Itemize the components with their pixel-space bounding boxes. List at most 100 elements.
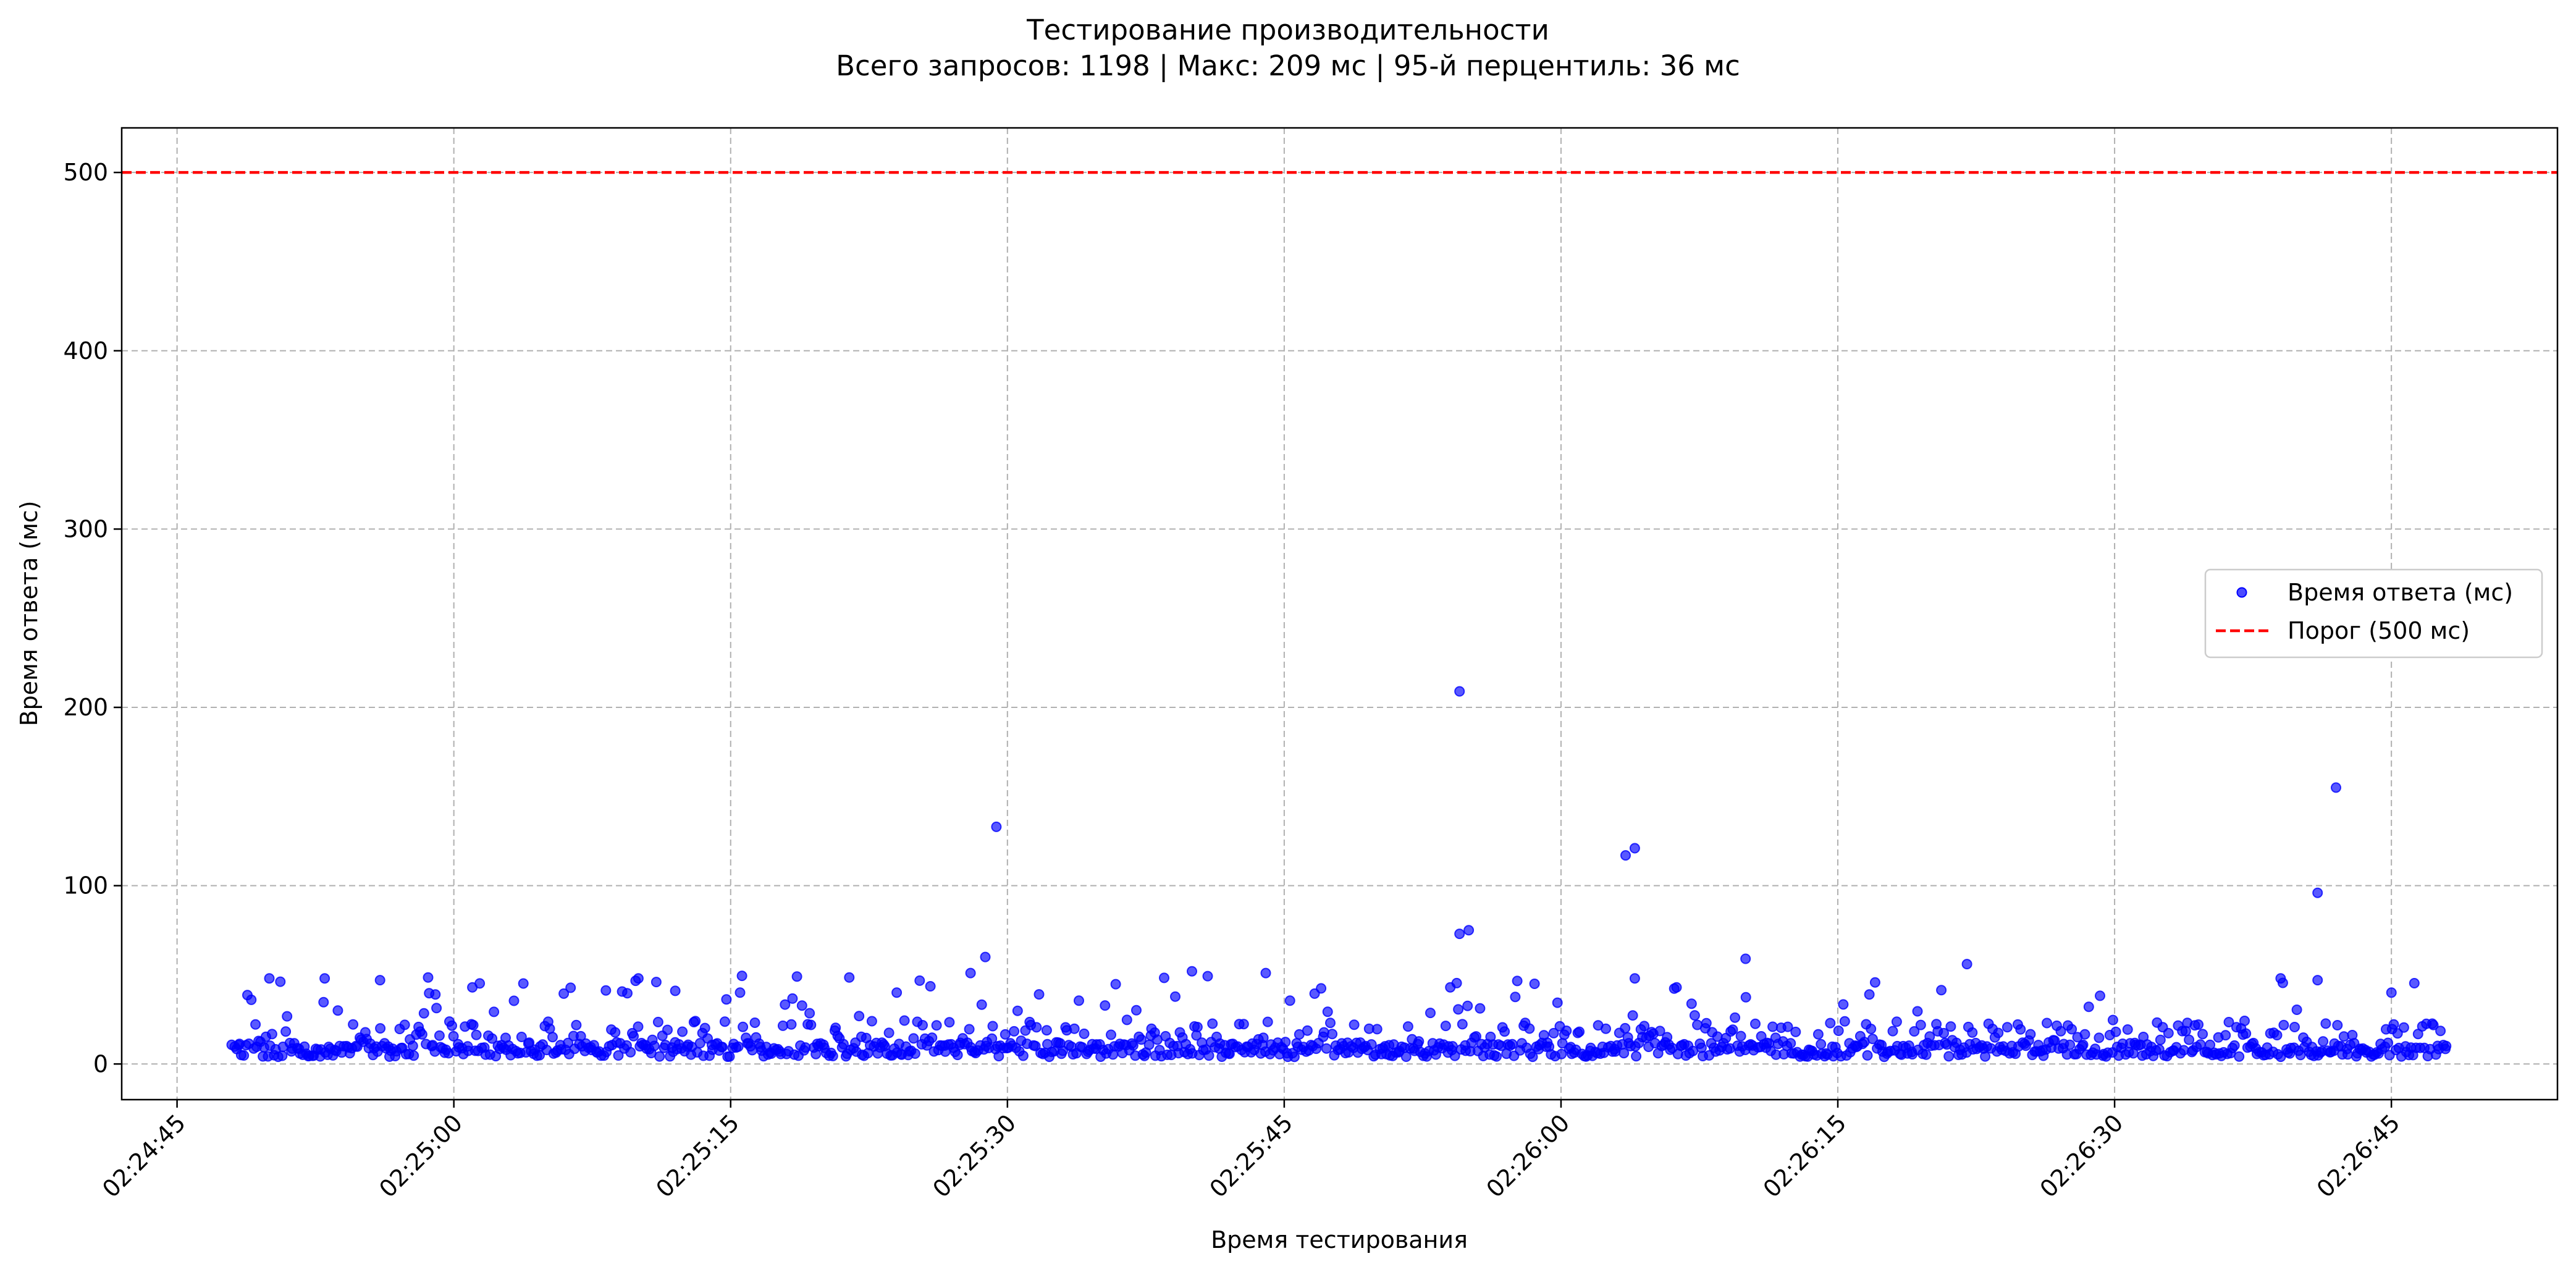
response-point: [2001, 1022, 2013, 1033]
response-point: [563, 1037, 573, 1048]
response-point: [1639, 1021, 1650, 1032]
response-point: [993, 1051, 1004, 1062]
response-point: [1735, 1030, 1746, 1042]
x-tick-label: 02:24:45: [97, 1109, 191, 1203]
response-point: [883, 1027, 894, 1038]
response-point: [733, 1041, 744, 1052]
response-point: [1833, 1026, 1844, 1036]
response-point: [1302, 1025, 1313, 1036]
response-point: [1782, 1021, 1793, 1032]
response-point: [2241, 1028, 2252, 1039]
response-point: [780, 999, 791, 1010]
response-point: [987, 1033, 998, 1044]
response-point: [610, 1027, 621, 1038]
response-point: [1785, 1038, 1796, 1049]
response-point: [1187, 966, 1197, 977]
response-point: [2441, 1040, 2452, 1051]
response-point: [2398, 1022, 2409, 1033]
response-point: [565, 982, 576, 993]
x-tick-label: 02:26:00: [1481, 1109, 1575, 1203]
response-point: [925, 981, 936, 992]
response-point: [575, 1030, 586, 1042]
response-point: [508, 995, 520, 1006]
legend: Время ответа (мс) Порог (500 мс): [2204, 568, 2543, 659]
response-point: [1556, 1048, 1567, 1059]
response-point: [652, 1016, 663, 1027]
response-point: [1574, 1026, 1585, 1037]
response-point: [952, 1050, 963, 1061]
response-point: [1316, 983, 1327, 994]
response-point: [2312, 975, 2323, 986]
response-point: [699, 1022, 710, 1034]
response-point: [1548, 1027, 1559, 1038]
response-point: [1491, 1051, 1502, 1062]
response-point: [418, 1008, 429, 1019]
response-point: [1688, 1045, 1698, 1056]
response-point: [2205, 1039, 2216, 1050]
response-point: [1750, 1018, 1761, 1029]
response-point: [914, 975, 925, 986]
response-point: [1017, 1050, 1029, 1061]
response-point: [927, 1032, 938, 1043]
response-point: [1671, 982, 1682, 993]
response-point: [738, 1021, 749, 1032]
response-point: [1862, 1050, 1873, 1061]
response-point: [899, 1015, 910, 1026]
x-tick-label: 02:25:00: [374, 1109, 468, 1203]
response-point: [796, 1000, 807, 1011]
response-point: [1629, 843, 1640, 854]
response-point: [1838, 999, 1849, 1010]
response-point: [375, 1023, 386, 1034]
response-point: [1462, 1000, 1473, 1011]
response-point: [431, 1003, 442, 1014]
response-point: [2435, 1026, 2446, 1037]
response-point: [266, 1029, 277, 1040]
response-point: [558, 988, 570, 999]
response-point: [1943, 1051, 1955, 1062]
response-point: [1631, 1051, 1642, 1062]
response-point: [1041, 1025, 1052, 1036]
response-point: [2320, 1018, 2331, 1029]
response-point: [1110, 979, 1121, 990]
response-point: [2110, 1026, 2121, 1037]
response-point: [518, 978, 529, 989]
response-point: [2332, 1020, 2343, 1030]
response-point: [277, 1050, 288, 1061]
response-point: [2066, 1024, 2077, 1035]
response-point: [1816, 1038, 1827, 1050]
response-point: [2094, 1032, 2105, 1043]
response-point: [250, 1019, 261, 1030]
response-point: [434, 1030, 445, 1041]
chart-title: Тестирование производительности: [1027, 14, 1549, 46]
response-point: [2338, 1031, 2349, 1042]
response-point: [2184, 1034, 2195, 1045]
response-point: [1366, 1039, 1377, 1050]
response-point: [2271, 1030, 2283, 1041]
response-point: [2342, 1049, 2353, 1060]
x-tick-label: 02:25:15: [650, 1109, 744, 1203]
response-point: [965, 967, 976, 979]
x-tick-label: 02:26:15: [1758, 1109, 1852, 1203]
response-point: [2197, 1029, 2208, 1040]
response-point: [1627, 1010, 1638, 1021]
response-point: [931, 1020, 942, 1031]
response-point: [1529, 979, 1540, 989]
response-point: [1620, 1022, 1631, 1034]
response-point: [1445, 982, 1456, 993]
response-point: [1031, 1022, 1042, 1033]
response-point: [1284, 995, 1295, 1006]
response-point: [654, 1051, 665, 1062]
response-point: [2025, 1029, 2036, 1040]
response-point: [1289, 1051, 1300, 1063]
response-point: [2234, 1051, 2245, 1062]
response-point: [2289, 1022, 2300, 1032]
response-point: [1425, 1008, 1436, 1019]
response-time-points: [226, 686, 2452, 1063]
response-point: [423, 972, 434, 983]
response-point: [1689, 1010, 1700, 1021]
response-point: [275, 976, 286, 987]
response-point: [1740, 992, 1751, 1003]
response-point: [1457, 1019, 1468, 1030]
response-point: [1069, 1023, 1080, 1034]
